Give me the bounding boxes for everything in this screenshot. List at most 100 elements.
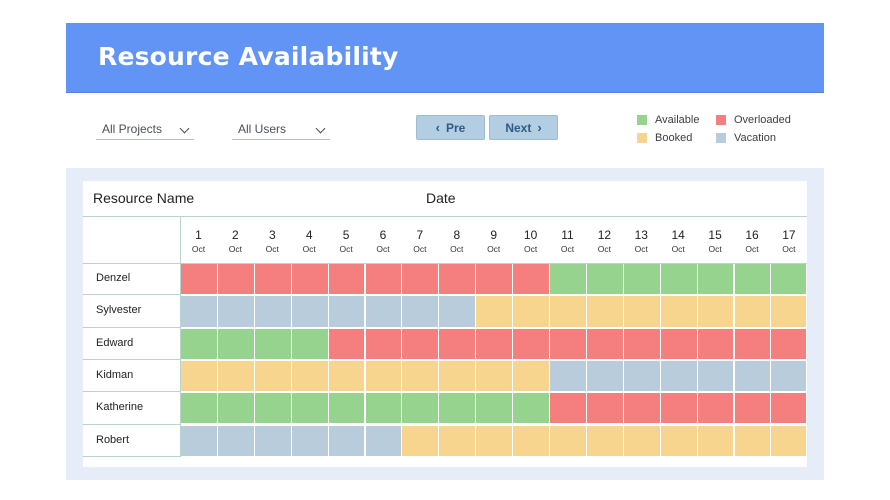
availability-cell[interactable] xyxy=(660,264,698,296)
availability-cell[interactable] xyxy=(771,264,808,296)
availability-cell[interactable] xyxy=(623,264,661,296)
availability-cell[interactable] xyxy=(181,296,218,328)
availability-cell[interactable] xyxy=(476,360,514,393)
availability-cell[interactable] xyxy=(291,264,329,296)
availability-cell[interactable] xyxy=(771,393,808,425)
availability-cell[interactable] xyxy=(291,360,329,393)
availability-cell[interactable] xyxy=(771,328,808,360)
pre-button[interactable]: ‹ Pre xyxy=(416,115,485,140)
availability-cell[interactable] xyxy=(697,360,735,393)
availability-cell[interactable] xyxy=(771,360,808,393)
availability-cell[interactable] xyxy=(513,425,550,457)
availability-cell[interactable] xyxy=(623,425,661,457)
availability-cell[interactable] xyxy=(734,393,772,425)
availability-cell[interactable] xyxy=(439,360,477,393)
availability-cell[interactable] xyxy=(254,393,292,425)
availability-cell[interactable] xyxy=(291,425,329,457)
availability-cell[interactable] xyxy=(586,296,624,328)
availability-cell[interactable] xyxy=(365,393,403,425)
availability-cell[interactable] xyxy=(697,328,735,360)
availability-cell[interactable] xyxy=(550,360,587,393)
availability-cell[interactable] xyxy=(439,393,477,425)
availability-cell[interactable] xyxy=(771,296,808,328)
availability-cell[interactable] xyxy=(476,264,514,296)
availability-cell[interactable] xyxy=(660,425,698,457)
availability-cell[interactable] xyxy=(660,393,698,425)
availability-cell[interactable] xyxy=(181,264,218,296)
availability-cell[interactable] xyxy=(328,393,366,425)
availability-cell[interactable] xyxy=(328,328,366,360)
availability-cell[interactable] xyxy=(217,264,255,296)
availability-cell[interactable] xyxy=(660,296,698,328)
availability-cell[interactable] xyxy=(217,393,255,425)
availability-cell[interactable] xyxy=(328,264,366,296)
availability-cell[interactable] xyxy=(697,393,735,425)
availability-cell[interactable] xyxy=(660,360,698,393)
availability-cell[interactable] xyxy=(291,296,329,328)
availability-cell[interactable] xyxy=(550,296,587,328)
availability-cell[interactable] xyxy=(513,264,550,296)
availability-cell[interactable] xyxy=(402,264,440,296)
availability-cell[interactable] xyxy=(254,264,292,296)
availability-cell[interactable] xyxy=(402,328,440,360)
availability-cell[interactable] xyxy=(623,393,661,425)
availability-cell[interactable] xyxy=(291,393,329,425)
availability-cell[interactable] xyxy=(439,296,477,328)
availability-cell[interactable] xyxy=(476,425,514,457)
availability-cell[interactable] xyxy=(365,360,403,393)
availability-cell[interactable] xyxy=(254,296,292,328)
availability-cell[interactable] xyxy=(254,425,292,457)
availability-cell[interactable] xyxy=(365,296,403,328)
availability-cell[interactable] xyxy=(734,264,772,296)
availability-cell[interactable] xyxy=(771,425,808,457)
availability-cell[interactable] xyxy=(623,360,661,393)
availability-cell[interactable] xyxy=(365,425,403,457)
availability-cell[interactable] xyxy=(476,393,514,425)
users-filter-dropdown[interactable]: All Users xyxy=(232,120,330,140)
availability-cell[interactable] xyxy=(402,296,440,328)
availability-cell[interactable] xyxy=(734,360,772,393)
availability-cell[interactable] xyxy=(586,393,624,425)
availability-cell[interactable] xyxy=(365,328,403,360)
availability-cell[interactable] xyxy=(550,425,587,457)
availability-cell[interactable] xyxy=(476,296,514,328)
availability-cell[interactable] xyxy=(402,360,440,393)
availability-cell[interactable] xyxy=(402,393,440,425)
availability-cell[interactable] xyxy=(217,328,255,360)
availability-cell[interactable] xyxy=(586,425,624,457)
availability-cell[interactable] xyxy=(402,425,440,457)
availability-cell[interactable] xyxy=(328,296,366,328)
availability-cell[interactable] xyxy=(586,360,624,393)
availability-cell[interactable] xyxy=(181,425,218,457)
availability-cell[interactable] xyxy=(439,425,477,457)
availability-cell[interactable] xyxy=(291,328,329,360)
availability-cell[interactable] xyxy=(697,296,735,328)
availability-cell[interactable] xyxy=(513,328,550,360)
availability-cell[interactable] xyxy=(550,328,587,360)
availability-cell[interactable] xyxy=(623,296,661,328)
availability-cell[interactable] xyxy=(217,296,255,328)
availability-cell[interactable] xyxy=(697,425,735,457)
availability-cell[interactable] xyxy=(660,328,698,360)
availability-cell[interactable] xyxy=(217,360,255,393)
availability-cell[interactable] xyxy=(181,360,218,393)
availability-cell[interactable] xyxy=(513,296,550,328)
availability-cell[interactable] xyxy=(513,360,550,393)
availability-cell[interactable] xyxy=(734,425,772,457)
availability-cell[interactable] xyxy=(550,393,587,425)
availability-cell[interactable] xyxy=(254,360,292,393)
availability-cell[interactable] xyxy=(476,328,514,360)
availability-cell[interactable] xyxy=(439,328,477,360)
availability-cell[interactable] xyxy=(254,328,292,360)
availability-cell[interactable] xyxy=(550,264,587,296)
availability-cell[interactable] xyxy=(439,264,477,296)
availability-cell[interactable] xyxy=(513,393,550,425)
availability-cell[interactable] xyxy=(365,264,403,296)
next-button[interactable]: Next › xyxy=(489,115,558,140)
availability-cell[interactable] xyxy=(328,360,366,393)
availability-cell[interactable] xyxy=(181,328,218,360)
availability-cell[interactable] xyxy=(697,264,735,296)
projects-filter-dropdown[interactable]: All Projects xyxy=(96,120,194,140)
availability-cell[interactable] xyxy=(328,425,366,457)
availability-cell[interactable] xyxy=(734,296,772,328)
